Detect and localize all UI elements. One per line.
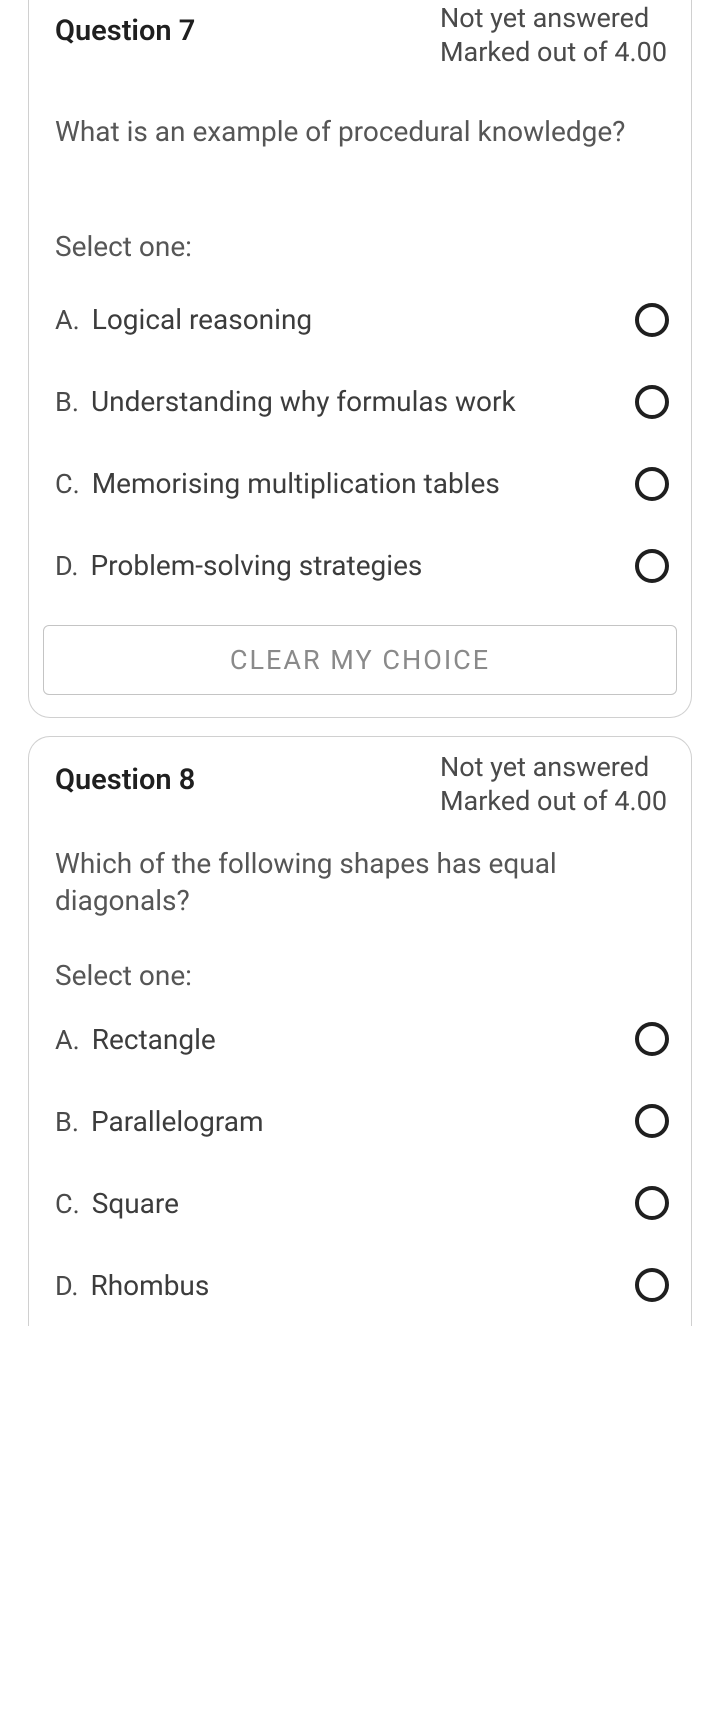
option-letter: D. xyxy=(55,550,79,582)
option-letter: A. xyxy=(55,304,80,336)
option-row[interactable]: A. Rectangle xyxy=(29,998,691,1080)
option-letter: B. xyxy=(55,386,79,418)
option-row[interactable]: A. Logical reasoning xyxy=(29,279,691,361)
option-label: B. Understanding why formulas work xyxy=(55,385,516,418)
option-label: D. Rhombus xyxy=(55,1269,209,1302)
option-row[interactable]: D. Rhombus xyxy=(29,1244,691,1326)
question-prompt: What is an example of procedural knowled… xyxy=(29,70,691,150)
question-header: Question 7 Not yet answered Marked out o… xyxy=(29,0,691,70)
option-label: C. Memorising multiplication tables xyxy=(55,467,500,500)
option-label: C. Square xyxy=(55,1187,179,1220)
question-number: Question 8 xyxy=(55,749,195,797)
option-text: Understanding why formulas work xyxy=(91,385,516,418)
option-text: Square xyxy=(92,1187,179,1220)
status-marks: Marked out of 4.00 xyxy=(440,785,667,819)
option-letter: D. xyxy=(55,1270,79,1302)
select-one-label: Select one: xyxy=(29,919,691,998)
radio-icon[interactable] xyxy=(635,1186,669,1220)
radio-icon[interactable] xyxy=(635,1268,669,1302)
option-letter: B. xyxy=(55,1106,79,1138)
option-text: Rhombus xyxy=(91,1269,210,1302)
option-row[interactable]: C. Memorising multiplication tables xyxy=(29,443,691,525)
question-status: Not yet answered Marked out of 4.00 xyxy=(440,749,667,819)
question-prompt: Which of the following shapes has equal … xyxy=(29,818,691,919)
option-letter: A. xyxy=(55,1024,80,1056)
option-row[interactable]: D. Problem-solving strategies xyxy=(29,525,691,607)
option-text: Parallelogram xyxy=(91,1105,264,1138)
radio-icon[interactable] xyxy=(635,1022,669,1056)
option-text: Problem-solving strategies xyxy=(91,549,423,582)
status-marks: Marked out of 4.00 xyxy=(440,36,667,70)
question-card: Question 8 Not yet answered Marked out o… xyxy=(28,736,692,1326)
status-answered: Not yet answered xyxy=(440,751,649,783)
radio-icon[interactable] xyxy=(635,303,669,337)
option-letter: C. xyxy=(55,468,80,500)
question-status: Not yet answered Marked out of 4.00 xyxy=(440,0,667,70)
radio-icon[interactable] xyxy=(635,549,669,583)
option-label: A. Logical reasoning xyxy=(55,303,312,336)
option-text: Memorising multiplication tables xyxy=(92,467,500,500)
radio-icon[interactable] xyxy=(635,385,669,419)
option-letter: C. xyxy=(55,1188,80,1220)
radio-icon[interactable] xyxy=(635,1104,669,1138)
option-label: B. Parallelogram xyxy=(55,1105,264,1138)
option-row[interactable]: B. Parallelogram xyxy=(29,1080,691,1162)
radio-icon[interactable] xyxy=(635,467,669,501)
option-row[interactable]: C. Square xyxy=(29,1162,691,1244)
question-header: Question 8 Not yet answered Marked out o… xyxy=(29,737,691,819)
clear-choice-button[interactable]: CLEAR MY CHOICE xyxy=(43,625,677,695)
option-text: Logical reasoning xyxy=(92,303,312,336)
option-label: D. Problem-solving strategies xyxy=(55,549,422,582)
option-row[interactable]: B. Understanding why formulas work xyxy=(29,361,691,443)
question-number: Question 7 xyxy=(55,0,195,48)
question-card: Question 7 Not yet answered Marked out o… xyxy=(28,0,692,718)
status-answered: Not yet answered xyxy=(440,2,649,34)
option-text: Rectangle xyxy=(92,1023,216,1056)
select-one-label: Select one: xyxy=(29,150,691,279)
option-label: A. Rectangle xyxy=(55,1023,216,1056)
